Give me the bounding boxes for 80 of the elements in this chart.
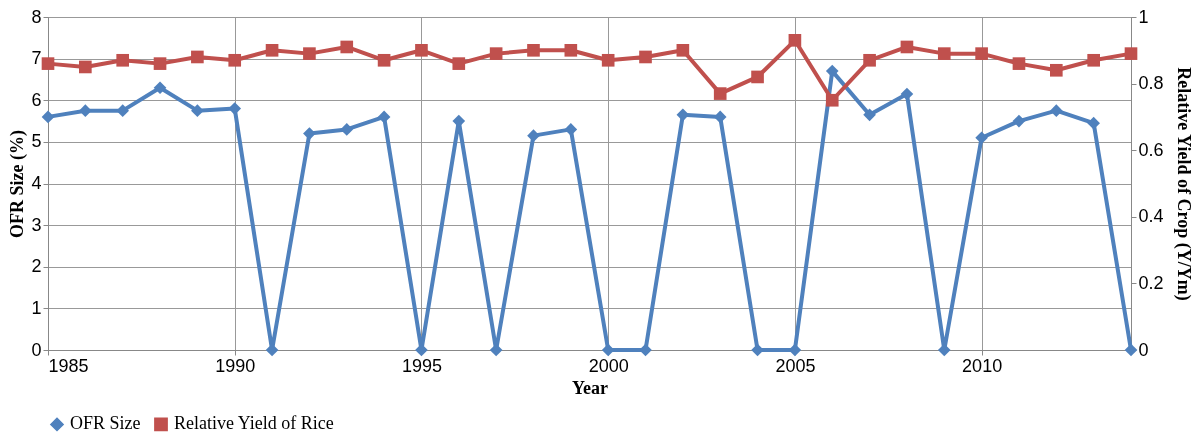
point — [751, 70, 764, 84]
y-tick-label: 5 — [31, 131, 42, 152]
point — [377, 53, 391, 67]
point — [527, 43, 540, 57]
point — [415, 43, 428, 57]
point — [825, 93, 839, 107]
x-axis-title: Year — [572, 377, 608, 398]
point — [191, 50, 204, 64]
point — [713, 110, 727, 124]
point — [340, 123, 354, 136]
point — [377, 110, 391, 124]
point — [601, 53, 615, 67]
y2-tick-label: 0.6 — [1138, 139, 1164, 160]
y-axis-title: OFR Size (%) — [7, 130, 29, 238]
point — [191, 104, 204, 117]
point — [825, 64, 839, 78]
point — [228, 102, 242, 115]
x-tick-label: 2000 — [588, 355, 629, 376]
point — [489, 47, 503, 60]
point — [303, 127, 316, 140]
point — [900, 40, 914, 54]
y-tick-label: 7 — [31, 48, 42, 69]
y2-axis-title: Relative Yield of Crop (Y/Ym) — [1172, 67, 1194, 301]
point — [1012, 57, 1026, 70]
point — [564, 43, 578, 57]
point — [639, 50, 652, 64]
y2-tick-label: 0.4 — [1138, 206, 1164, 227]
point — [153, 81, 167, 95]
point — [1124, 343, 1138, 357]
point — [937, 47, 951, 60]
point — [1087, 53, 1100, 67]
point — [676, 43, 690, 57]
x-tick-label: 1995 — [401, 355, 442, 376]
point — [1012, 114, 1026, 128]
point — [1087, 116, 1100, 130]
point — [1124, 47, 1138, 60]
point — [639, 343, 652, 357]
point — [900, 87, 914, 101]
y-tick-label: 1 — [31, 297, 42, 318]
point — [863, 108, 876, 122]
legend-label: Relative Yield of Rice — [174, 413, 334, 434]
x-tick-label: 1985 — [48, 355, 89, 376]
y2-tick-label: 1 — [1138, 6, 1149, 27]
point — [153, 57, 167, 70]
point — [41, 110, 55, 124]
point — [601, 343, 615, 357]
point — [676, 108, 690, 122]
y-tick-label: 4 — [31, 173, 42, 193]
y-tick-label: 3 — [31, 214, 42, 235]
x-tick-label: 2010 — [962, 355, 1003, 376]
y-tick-label: 2 — [31, 256, 42, 277]
point — [975, 47, 988, 60]
point — [863, 53, 876, 67]
point — [452, 57, 466, 70]
point — [788, 343, 802, 357]
point — [265, 43, 279, 57]
y2-tick-label: 0.2 — [1138, 272, 1164, 293]
y-tick-label: 8 — [31, 6, 42, 27]
point — [975, 131, 988, 145]
x-tick-label: 1990 — [215, 355, 256, 376]
point — [527, 129, 540, 142]
point — [116, 53, 130, 67]
point — [564, 123, 578, 136]
point — [713, 87, 727, 100]
legend-label: OFR Size — [70, 413, 141, 434]
y2-tick-label: 0.8 — [1138, 73, 1164, 94]
y-tick-label: 6 — [31, 89, 42, 110]
point — [1049, 63, 1063, 77]
y-tick-label: 0 — [31, 339, 42, 360]
y2-tick-label: 0 — [1138, 339, 1149, 360]
point — [340, 40, 354, 54]
point — [788, 33, 802, 47]
point — [116, 104, 130, 117]
point — [303, 47, 316, 60]
point — [228, 53, 242, 67]
point — [751, 343, 764, 357]
x-tick-label: 2005 — [775, 355, 816, 376]
point — [1049, 104, 1063, 117]
point — [79, 60, 92, 74]
point — [41, 57, 55, 70]
